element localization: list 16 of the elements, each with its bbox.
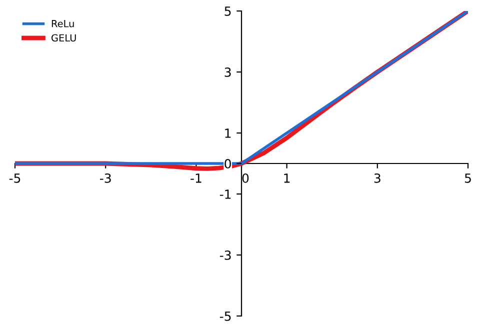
y-tick-label: 3: [224, 67, 231, 77]
y-tick-label: -1: [220, 190, 231, 199]
x-tick-label: 3: [374, 173, 380, 183]
y-tick-label: -3: [220, 250, 231, 260]
x-tick-label: -5: [9, 174, 20, 183]
y-tick-label: 5: [224, 6, 231, 16]
y-tick-label: 0: [224, 158, 231, 168]
legend-label: ReLu: [52, 20, 74, 28]
x-tick-label: -3: [100, 173, 111, 183]
x-tick-label: 0: [242, 173, 249, 183]
legend-label: GELU: [52, 34, 76, 42]
x-tick-label: -1: [190, 174, 202, 183]
y-tick-label: -5: [220, 312, 231, 321]
y-tick-label: 1: [225, 128, 231, 138]
x-tick-label: 1: [284, 174, 290, 183]
x-tick-label: 5: [464, 174, 471, 183]
